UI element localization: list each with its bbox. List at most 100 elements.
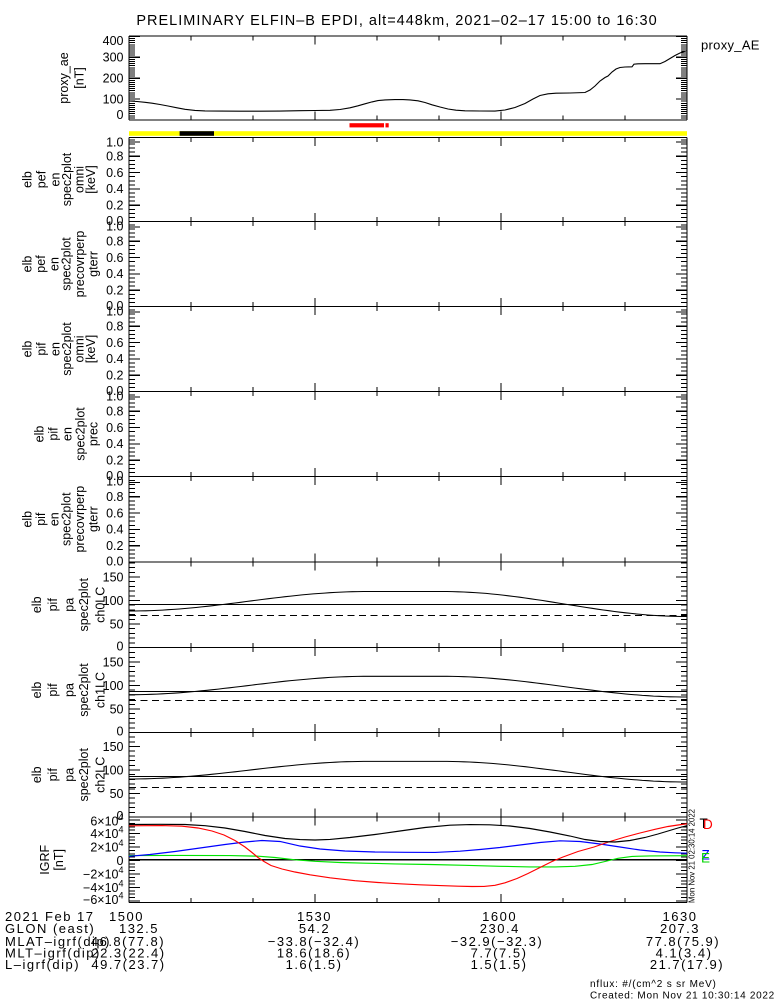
svg-text:0.0: 0.0 [106, 214, 123, 228]
svg-text:77.8(75.9): 77.8(75.9) [646, 934, 720, 949]
svg-text:0.2: 0.2 [106, 199, 123, 213]
svg-text:proxy_ae: proxy_ae [57, 52, 71, 103]
svg-text:1.0: 1.0 [106, 304, 123, 318]
svg-text:0.4: 0.4 [106, 437, 123, 451]
svg-text:0: 0 [117, 639, 124, 653]
svg-text:0.6: 0.6 [106, 421, 123, 435]
svg-text:0.8: 0.8 [106, 150, 123, 164]
svg-text:1.0: 1.0 [106, 474, 123, 488]
svg-text:[keV]: [keV] [84, 335, 98, 364]
svg-text:GLON (east): GLON (east) [5, 921, 95, 936]
svg-text:[nT]: [nT] [52, 849, 66, 871]
svg-text:0.6: 0.6 [106, 336, 123, 350]
svg-text:100: 100 [103, 594, 124, 608]
svg-text:prec: prec [86, 422, 100, 446]
svg-text:0.0: 0.0 [106, 299, 123, 313]
svg-text:18.6(18.6): 18.6(18.6) [277, 946, 351, 961]
svg-text:pa: pa [62, 683, 76, 697]
svg-text:pef: pef [34, 255, 48, 273]
svg-text:6×104: 6×104 [90, 812, 123, 829]
svg-text:elb: elb [20, 511, 34, 528]
svg-text:0.2: 0.2 [106, 369, 123, 383]
svg-text:spec2plot: spec2plot [59, 492, 73, 546]
svg-text:2×104: 2×104 [90, 838, 123, 855]
svg-text:en: en [47, 512, 61, 526]
svg-text:50: 50 [110, 617, 124, 631]
svg-text:−2×104: −2×104 [83, 865, 123, 882]
svg-text:0.4: 0.4 [106, 352, 123, 366]
svg-text:0: 0 [117, 854, 124, 868]
svg-text:1500: 1500 [109, 909, 144, 924]
svg-text:spec2plot: spec2plot [77, 748, 91, 802]
svg-text:1.5(1.5): 1.5(1.5) [471, 957, 528, 972]
svg-text:E: E [701, 851, 710, 866]
svg-text:49.7(23.7): 49.7(23.7) [91, 957, 165, 972]
svg-text:spec2plot: spec2plot [59, 237, 73, 291]
svg-text:pif: pif [34, 342, 48, 356]
svg-text:IGRF: IGRF [38, 845, 52, 875]
svg-text:2021 Feb 17: 2021 Feb 17 [5, 909, 95, 924]
svg-text:0.4: 0.4 [106, 523, 123, 537]
svg-text:PRELIMINARY ELFIN–B EPDI, alt=: PRELIMINARY ELFIN–B EPDI, alt=448km, 202… [136, 13, 657, 29]
svg-text:MLT–igrf(dip): MLT–igrf(dip) [5, 946, 101, 961]
svg-text:spec2plot: spec2plot [60, 152, 74, 206]
svg-text:0.2: 0.2 [106, 454, 123, 468]
svg-text:0.8: 0.8 [106, 490, 123, 504]
svg-text:en: en [48, 342, 62, 356]
svg-text:0: 0 [117, 108, 124, 122]
svg-text:proxy_AE: proxy_AE [701, 38, 760, 53]
svg-text:0.8: 0.8 [106, 235, 123, 249]
svg-text:elb: elb [20, 341, 34, 358]
svg-text:spec2plot: spec2plot [77, 663, 91, 717]
svg-text:0.6: 0.6 [106, 251, 123, 265]
svg-text:150: 150 [103, 740, 124, 754]
svg-text:150: 150 [103, 655, 124, 669]
svg-text:en: en [48, 173, 62, 187]
svg-text:omni: omni [72, 166, 86, 193]
svg-text:22.3(22.4): 22.3(22.4) [91, 946, 165, 961]
svg-text:200: 200 [103, 72, 124, 86]
svg-text:0.6: 0.6 [106, 506, 123, 520]
svg-text:gterr: gterr [86, 506, 100, 532]
svg-text:0.2: 0.2 [106, 539, 123, 553]
svg-text:207.3: 207.3 [660, 921, 700, 936]
svg-text:0.0: 0.0 [106, 554, 123, 568]
svg-text:D: D [703, 817, 713, 832]
svg-text:230.4: 230.4 [480, 921, 520, 936]
svg-text:Z: Z [702, 848, 710, 863]
svg-text:50: 50 [110, 787, 124, 801]
svg-text:spec2plot: spec2plot [73, 407, 87, 461]
svg-text:pif: pif [46, 768, 60, 782]
svg-text:elb: elb [30, 766, 44, 783]
svg-text:1.6(1.5): 1.6(1.5) [286, 957, 343, 972]
svg-text:omni: omni [72, 335, 86, 362]
svg-text:elb: elb [20, 171, 34, 188]
svg-text:Created: Mon Nov 21 10:30:14 2: Created: Mon Nov 21 10:30:14 2022 [590, 991, 775, 1001]
svg-text:0.0: 0.0 [106, 469, 123, 483]
svg-text:elb: elb [32, 426, 46, 443]
svg-text:en: en [47, 257, 61, 271]
svg-text:0: 0 [117, 809, 124, 823]
svg-text:pef: pef [34, 170, 48, 188]
svg-text:4×104: 4×104 [90, 824, 123, 841]
svg-text:spec2plot: spec2plot [77, 578, 91, 632]
svg-text:pif: pif [46, 683, 60, 697]
svg-text:nflux: #/(cm^2 s sr MeV): nflux: #/(cm^2 s sr MeV) [590, 979, 717, 990]
svg-text:0.2: 0.2 [106, 284, 123, 298]
svg-text:elb: elb [30, 596, 44, 613]
svg-text:150: 150 [103, 570, 124, 584]
svg-text:1630: 1630 [663, 909, 698, 924]
svg-text:1.0: 1.0 [106, 219, 123, 233]
svg-text:132.5: 132.5 [119, 921, 159, 936]
svg-text:pa: pa [62, 598, 76, 612]
svg-text:1.0: 1.0 [106, 135, 123, 149]
svg-text:0.0: 0.0 [106, 384, 123, 398]
svg-text:100: 100 [103, 92, 124, 106]
svg-text:precovrperp: precovrperp [73, 231, 87, 298]
svg-text:elb: elb [20, 256, 34, 273]
svg-text:−6×104: −6×104 [83, 890, 123, 907]
svg-text:ch2LC: ch2LC [93, 757, 107, 793]
svg-text:−32.9(−32.3): −32.9(−32.3) [451, 934, 543, 949]
svg-text:300: 300 [103, 51, 124, 65]
svg-text:T: T [700, 816, 708, 831]
